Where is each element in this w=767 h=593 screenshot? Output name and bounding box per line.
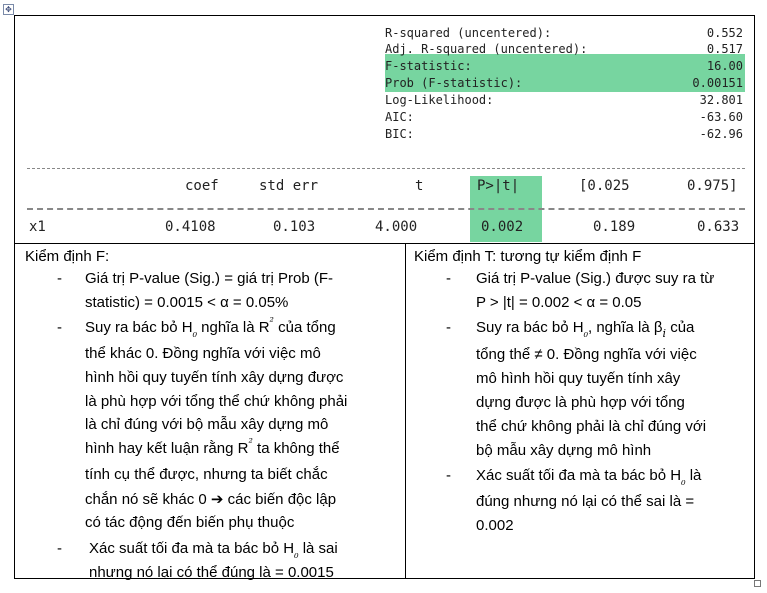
superscript: ²	[269, 315, 274, 328]
separator-line	[27, 208, 745, 210]
stat-row: R-squared (uncentered): 0.552	[385, 25, 743, 41]
ci-low-value: 0.189	[593, 219, 636, 235]
t-value: 4.000	[375, 219, 418, 235]
f-test-cell: Kiểm định F: - Giá trị P-value (Sig.) = …	[15, 244, 406, 581]
text-segment: của	[666, 319, 695, 336]
stat-value: 0.552	[706, 26, 743, 40]
superscript: ²	[248, 436, 253, 449]
stat-row: AIC: -63.60	[385, 109, 743, 125]
text-segment: hình hay kết luận rằng R	[85, 440, 249, 457]
text-line: Suy ra bác bỏ H₀, nghĩa là βi của	[476, 319, 695, 340]
text-line: nhưng nó lại có thể đúng là = 0.0015	[89, 564, 334, 581]
column-header-ci-low: [0.025	[579, 178, 630, 194]
stat-value: 0.517	[706, 42, 743, 56]
coef-value: 0.4108	[165, 219, 216, 235]
text-segment: là	[685, 467, 702, 484]
text-line: Giá trị P-value (Sig.) được suy ra từ	[476, 270, 715, 287]
text-line: 0.002	[476, 517, 514, 534]
stat-value: -63.60	[699, 110, 743, 124]
subscript: ₀	[192, 327, 197, 340]
text-line: P > |t| = 0.002 < α = 0.05	[476, 294, 642, 311]
text-line: Xác suất tối đa mà ta bác bỏ H₀ là sai	[89, 540, 338, 561]
text-line: hình hồi quy tuyến tính xây dựng được	[85, 369, 344, 386]
f-test-title: Kiểm định F:	[25, 248, 110, 265]
text-line: Giá trị P-value (Sig.) = giá trị Prob (F…	[85, 270, 333, 287]
stat-value: 0.00151	[692, 76, 743, 90]
text-segment: Suy ra bác bỏ H	[476, 319, 584, 336]
document-table: R-squared (uncentered): 0.552 Adj. R-squ…	[14, 15, 755, 581]
stat-label: F-statistic:	[385, 59, 472, 73]
text-segment: Xác suất tối đa mà ta bác bỏ H	[476, 467, 682, 484]
column-header-coef: coef	[185, 178, 219, 194]
column-header-t: t	[415, 178, 424, 194]
stat-label: BIC:	[385, 127, 414, 141]
text-line: Xác suất tối đa mà ta bác bỏ H₀ là	[476, 467, 702, 488]
stat-label: Log-Likelihood:	[385, 93, 494, 107]
stat-label: AIC:	[385, 110, 414, 124]
subscript: ₀	[681, 475, 686, 488]
stat-row: F-statistic: 16.00	[385, 58, 743, 74]
text-line: là phù hợp với tổng thể chứ không phải	[85, 393, 348, 410]
text-line: tính cụ thể được, nhưng ta biết chắc	[85, 466, 328, 483]
text-line: hình hay kết luận rằng R² ta không thể	[85, 436, 340, 457]
subscript: ₀	[294, 548, 299, 561]
column-header-ci-high: 0.975]	[687, 178, 738, 194]
text-line: bộ mẫu xây dựng mô hình	[476, 442, 652, 459]
table-resize-handle[interactable]	[754, 580, 761, 587]
text-line: tổng thể ≠ 0. Đồng nghĩa với việc	[476, 346, 697, 363]
subscript: ₀	[583, 327, 588, 340]
text-line: là chỉ đúng với bộ mẫu xây dựng mô	[85, 416, 329, 433]
bullet-dash: -	[446, 319, 451, 336]
text-line: đúng nhưng nó lại có thể sai là =	[476, 493, 695, 510]
subscript: i	[662, 327, 667, 340]
text-segment: , nghĩa là β	[587, 319, 663, 336]
text-line: mô hình hồi quy tuyến tính xây	[476, 370, 681, 387]
text-segment: nghĩa là R	[196, 319, 270, 336]
stat-value: 32.801	[699, 93, 743, 107]
bullet-dash: -	[446, 270, 451, 287]
t-test-title: Kiểm định T: tương tự kiểm định F	[414, 248, 642, 265]
text-line: thể chứ không phải là chỉ đúng với	[476, 418, 707, 435]
stat-row: BIC: -62.96	[385, 126, 743, 142]
stat-row: Prob (F-statistic): 0.00151	[385, 75, 743, 91]
stat-row: Adj. R-squared (uncentered): 0.517	[385, 41, 743, 57]
p-value: 0.002	[481, 219, 524, 235]
text-segment: là sai	[298, 540, 338, 557]
text-line: Suy ra bác bỏ H₀ nghĩa là R² của tổng	[85, 315, 336, 340]
bullet-dash: -	[446, 467, 451, 484]
text-segment: Suy ra bác bỏ H	[85, 319, 193, 336]
stat-label: R-squared (uncentered):	[385, 26, 552, 40]
table-move-handle-icon[interactable]: ✥	[3, 4, 14, 15]
stat-label: Adj. R-squared (uncentered):	[385, 42, 588, 56]
row-name: x1	[29, 219, 46, 235]
stat-value: 16.00	[706, 59, 743, 73]
text-segment: ta không thể	[252, 440, 340, 457]
text-line: statistic) = 0.0015 < α = 0.05%	[85, 294, 289, 311]
stat-row: Log-Likelihood: 32.801	[385, 92, 743, 108]
ci-high-value: 0.633	[697, 219, 740, 235]
text-line: dựng được là phù hợp với tổng	[476, 394, 685, 411]
f-statistic-highlight	[385, 54, 745, 92]
bullet-dash: -	[57, 540, 62, 557]
text-line: có tác động đến biến phụ thuộc	[85, 514, 295, 531]
regression-output-cell: R-squared (uncentered): 0.552 Adj. R-squ…	[15, 16, 754, 244]
text-segment: của tổng	[273, 319, 336, 336]
stat-label: Prob (F-statistic):	[385, 76, 523, 90]
stat-value: -62.96	[699, 127, 743, 141]
text-segment: Xác suất tối đa mà ta bác bỏ H	[89, 540, 295, 557]
text-line: thể khác 0. Đồng nghĩa với việc mô	[85, 345, 321, 362]
text-line: chắn nó sẽ khác 0 ➔ các biến độc lập	[85, 491, 337, 508]
bullet-dash: -	[57, 319, 62, 336]
column-header-p-value: P>|t|	[477, 178, 520, 194]
separator-line	[27, 168, 745, 169]
t-test-cell: Kiểm định T: tương tự kiểm định F - Giá …	[406, 244, 754, 578]
column-header-std-err: std err	[259, 178, 319, 194]
std-err-value: 0.103	[273, 219, 316, 235]
bullet-dash: -	[57, 270, 62, 287]
